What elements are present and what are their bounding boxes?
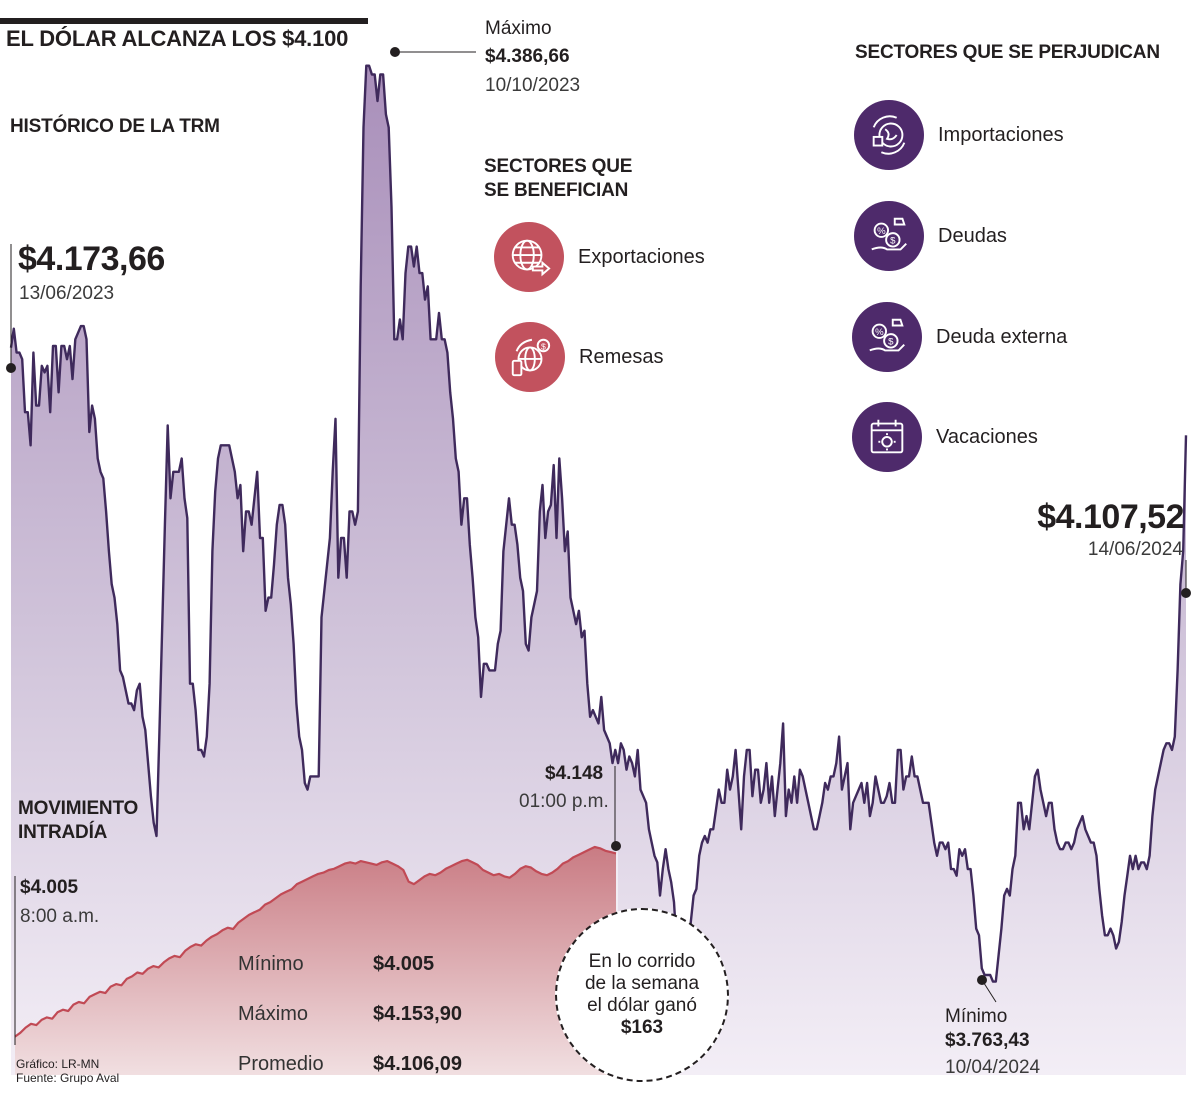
sector-label: Deuda externa	[936, 325, 1068, 348]
credit-graphic: Gráfico: LR-MN	[16, 1057, 100, 1071]
intraday-end-time: 01:00 p.m.	[519, 791, 609, 812]
min-date: 10/04/2024	[945, 1057, 1041, 1078]
intraday-start-time: 8:00 a.m.	[20, 906, 100, 927]
remittance-icon: $	[495, 322, 565, 392]
week-note-line3: el dólar ganó	[587, 995, 697, 1016]
end-date: 14/06/2024	[1087, 539, 1183, 560]
sector-remesas: $ Remesas	[495, 322, 663, 392]
gain-heading: SECTORES QUE SE BENEFICIAN	[484, 155, 632, 203]
stat-label: Máximo	[238, 1003, 309, 1025]
gain-heading-line2: SE BENEFICIAN	[484, 180, 629, 201]
week-note-line1: En lo corrido	[588, 951, 696, 972]
max-date: 10/10/2023	[485, 75, 581, 96]
svg-text:$: $	[541, 341, 546, 351]
intraday-line	[14, 845, 617, 1038]
globe-import-icon	[854, 100, 924, 170]
stat-label: Promedio	[238, 1053, 324, 1075]
week-note-line2: de la semana	[584, 973, 700, 994]
page-title: EL DÓLAR ALCANZA LOS $4.100	[0, 18, 368, 52]
svg-text:$: $	[888, 337, 894, 348]
start-date: 13/06/2023	[19, 283, 115, 304]
historic-line	[9, 64, 1188, 983]
historic-heading: HISTÓRICO DE LA TRM	[10, 116, 220, 137]
sector-label: Importaciones	[938, 123, 1064, 146]
sector-label: Exportaciones	[578, 245, 705, 268]
week-gain-note: En lo corrido de la semana el dólar ganó…	[555, 908, 729, 1082]
week-note-value: $163	[620, 1017, 664, 1038]
min-point	[977, 975, 987, 985]
historic-area	[11, 65, 1186, 1075]
sector-label: Remesas	[579, 345, 664, 368]
calendar-sun-icon	[852, 402, 922, 472]
end-point	[1181, 588, 1191, 598]
sector-exportaciones: Exportaciones	[494, 222, 705, 292]
start-point	[6, 363, 16, 373]
max-label: Máximo	[485, 18, 552, 39]
sector-deudas: % $ Deudas	[854, 201, 1007, 271]
min-value: $3.763,43	[945, 1030, 1030, 1051]
max-value: $4.386,66	[485, 46, 570, 67]
loss-heading: SECTORES QUE SE PERJUDICAN	[855, 42, 1160, 63]
sector-label: Deudas	[938, 224, 1007, 247]
sector-deuda-externa: % $ Deuda externa	[852, 302, 1067, 372]
end-value: $4.107,52	[1037, 498, 1184, 536]
stat-value: $4.005	[373, 953, 435, 975]
gain-heading-line1: SECTORES QUE	[484, 156, 633, 177]
intraday-end-point	[611, 841, 621, 851]
sector-vacaciones: Vacaciones	[852, 402, 1038, 472]
max-point	[390, 47, 400, 57]
svg-text:%: %	[875, 327, 884, 338]
svg-text:%: %	[877, 226, 886, 237]
svg-text:$: $	[890, 236, 896, 247]
intraday-start-value: $4.005	[20, 877, 79, 898]
foreign-debt-icon: % $	[852, 302, 922, 372]
sector-label: Vacaciones	[936, 425, 1038, 448]
stat-value: $4.106,09	[373, 1053, 462, 1075]
sector-importaciones: Importaciones	[854, 100, 1064, 170]
min-label: Mínimo	[945, 1006, 1008, 1027]
intraday-heading: MOVIMIENTO INTRADÍA	[18, 798, 139, 843]
globe-export-icon	[494, 222, 564, 292]
credits: Gráfico: LR-MN Fuente: Grupo Aval	[16, 1057, 119, 1085]
start-value: $4.173,66	[18, 240, 165, 278]
stat-value: $4.153,90	[373, 1003, 462, 1025]
intraday-area	[15, 847, 616, 1075]
credit-source: Fuente: Grupo Aval	[16, 1071, 120, 1085]
stat-label: Mínimo	[238, 953, 304, 975]
debt-icon: % $	[854, 201, 924, 271]
intraday-end-value: $4.148	[545, 763, 604, 784]
